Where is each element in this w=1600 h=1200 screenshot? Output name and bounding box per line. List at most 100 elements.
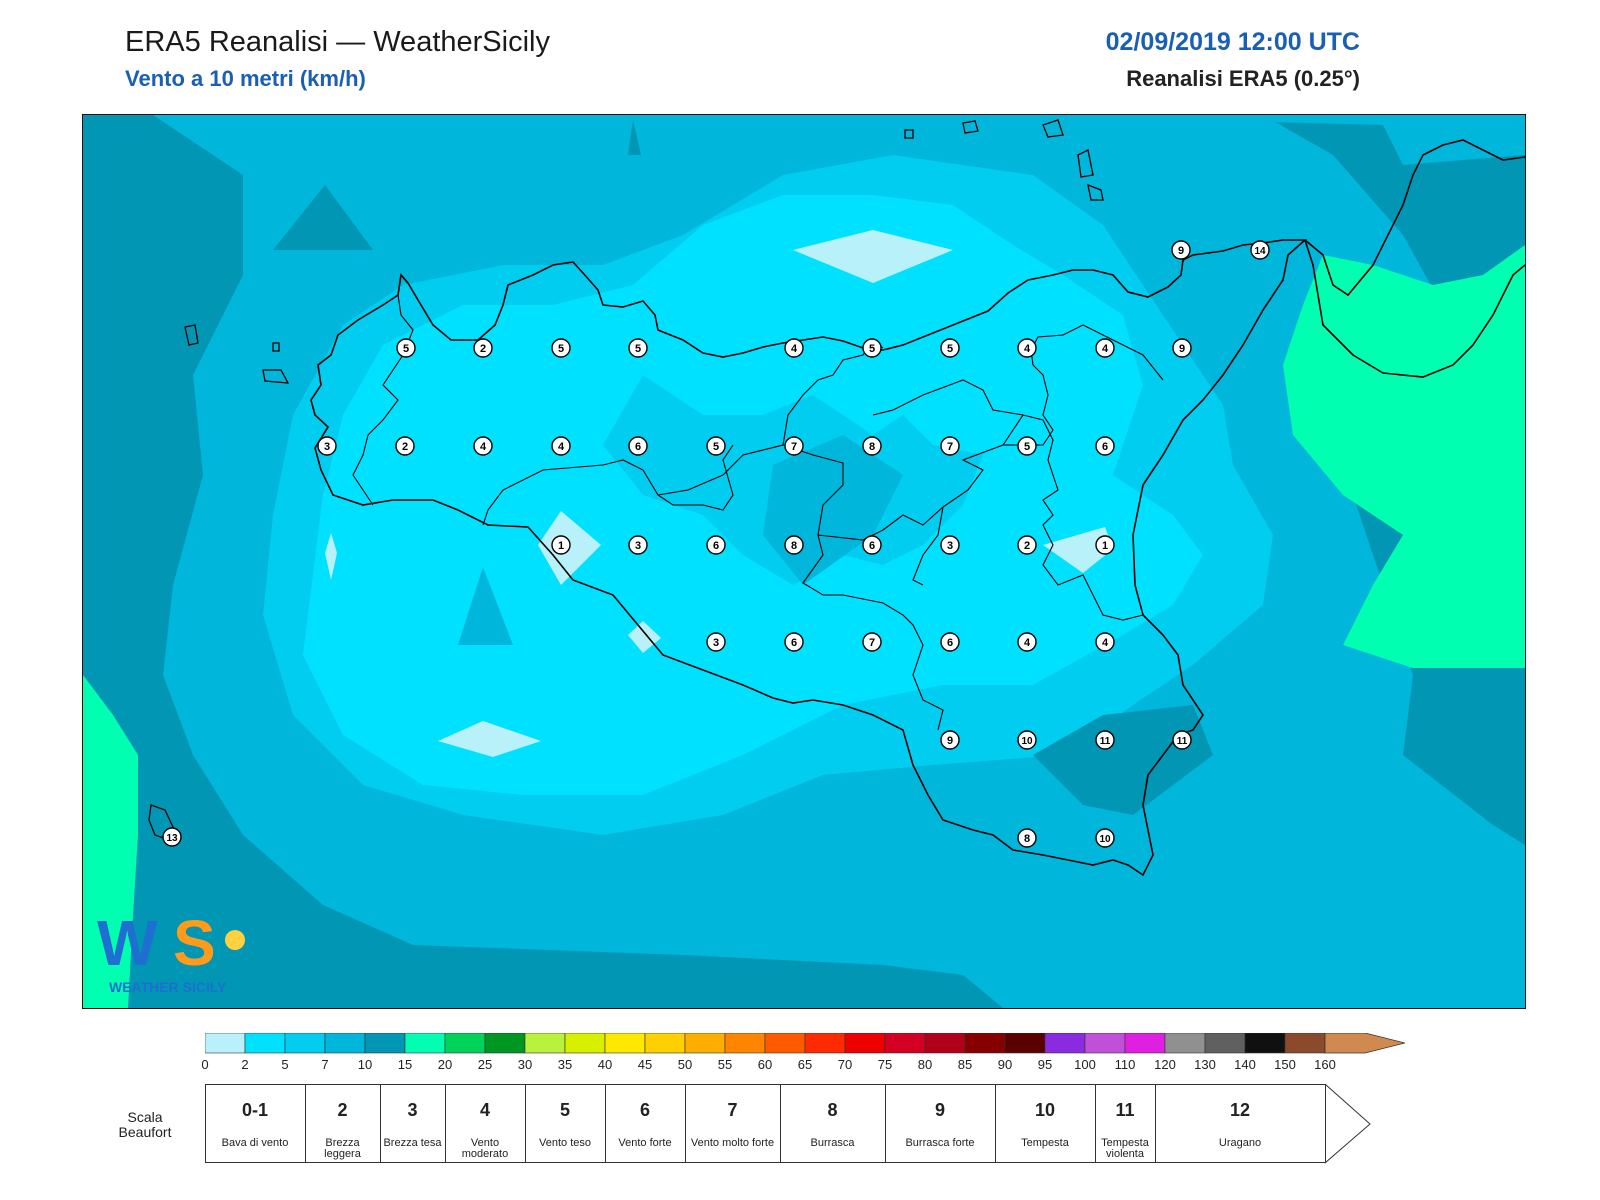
station-value: 2 [480,343,486,355]
map-datetime: 02/09/2019 12:00 UTC [1105,28,1360,56]
station-value: 8 [791,540,797,552]
colorbar-cell [1124,1033,1166,1054]
beaufort-description: Bava di vento [221,1137,289,1149]
station-circle [862,632,882,652]
station-circle [940,535,960,555]
colorbar-cell [1204,1033,1246,1054]
colorbar-cell [404,1033,446,1054]
station-marker: 6 [862,535,882,555]
station-circle [1250,240,1270,260]
station-circle [1171,240,1191,260]
station-value: 8 [869,441,875,453]
colorbar-cell [1244,1033,1286,1054]
dark-patch-north [628,120,641,155]
station-circle [628,436,648,456]
station-circle [940,338,960,358]
beaufort-box [305,1084,381,1163]
colorbar-cell [684,1033,726,1054]
station-value: 3 [635,540,641,552]
logo-s: S [173,907,216,979]
colorbar-cell [244,1033,286,1054]
station-value: 4 [558,441,565,453]
egadi-islands [262,342,290,384]
colorbar-tick-label: 85 [957,1057,973,1072]
beaufort-description: Tempesta violenta [1101,1137,1149,1160]
station-value: 4 [1102,637,1109,649]
station-value: 3 [713,637,719,649]
map-subtitle: Vento a 10 metri (km/h) [125,66,366,91]
wind-map: 13 9 14 5 2 5 5 4 5 5 4 4 9 3 2 4 4 6 5 7 8 7 5 6 1 3 6 8 6 3 2 1 3 6 7 6 4 4… [82,114,1526,1009]
station-circle [1017,436,1037,456]
station-marker: 4 [1017,338,1037,358]
colorbar-tick-label: 90 [997,1057,1013,1072]
beaufort-description: Burrasca [810,1137,855,1149]
colorbar-tick-label: 2 [241,1057,249,1072]
dark-patch-se [1033,705,1213,815]
station-value: 2 [402,441,408,453]
colorbar-tick-label: 65 [797,1057,813,1072]
beaufort-box [685,1084,781,1163]
calabria-coast [1304,139,1525,378]
wind-map-svg: 139 145 2 5 5 4 5 5 4 4 93 2 4 4 6 5 7 8 7 5 61 3 6 8 6 3 2 13 6 7 6 4 4… [83,115,1525,1008]
station-marker: 7 [862,632,882,652]
logo-svg: W S WEATHER SICILY [97,907,245,995]
station-marker: 5 [706,436,726,456]
colorbar-tick-label: 60 [757,1057,773,1072]
colorbar-tick-label: 80 [917,1057,933,1072]
station-value: 3 [947,540,953,552]
station-value: 10 [1021,736,1033,747]
logo-sun [225,930,245,950]
colorbar-tick-label: 20 [437,1057,453,1072]
beaufort-scale-label: Scala Beaufort [118,1109,172,1140]
station-circle [473,436,493,456]
station-circle [862,436,882,456]
station-marker: 4 [551,436,571,456]
colorbar-tick-label: 15 [397,1057,413,1072]
station-value: 4 [791,343,798,355]
beaufort-number: 12 [1229,1100,1251,1120]
beaufort-description: Brezza leggera [324,1137,361,1160]
beaufort-number: 9 [934,1100,946,1120]
beaufort-box [205,1084,306,1163]
strong-wind-west [83,675,138,1008]
station-value: 6 [791,637,797,649]
station-value: 4 [1024,637,1031,649]
station-marker: 5 [1017,436,1037,456]
colorbar-tick-label: 160 [1314,1057,1336,1072]
weathersicily-logo: W S WEATHER SICILY [95,900,255,1000]
station-marker: 4 [473,436,493,456]
beaufort-number: 8 [827,1100,838,1120]
beaufort-boxes [205,1084,1371,1164]
colorbar-tick-label: 45 [637,1057,653,1072]
colorbar-tick-label: 150 [1274,1057,1296,1072]
station-marker: 4 [784,338,804,358]
station-value: 13 [166,833,178,844]
station-circle [1017,730,1037,750]
station-circle [473,338,493,358]
station-circle [1172,730,1192,750]
station-value: 6 [947,637,953,649]
colorbar-cell [364,1033,406,1054]
colorbar-cell [1004,1033,1046,1054]
station-value: 6 [1102,441,1108,453]
station-marker: 6 [784,632,804,652]
station-circle [628,338,648,358]
station-value: 1 [558,540,564,552]
province-borders [352,294,1164,731]
beaufort-number: 4 [479,1100,491,1120]
colorbar-tick-label: 10 [357,1057,373,1072]
colorbar-tick-label: 55 [717,1057,733,1072]
calm-patch-small [325,533,337,580]
station-marker: 5 [628,338,648,358]
beaufort-box [525,1084,606,1163]
station-value: 6 [869,540,875,552]
beaufort-box [1155,1084,1326,1163]
colorbar-cell [524,1033,566,1054]
colorbar [205,1033,1405,1054]
colorbar-tick-label: 95 [1037,1057,1053,1072]
station-marker: 4 [1017,632,1037,652]
station-circle [1017,535,1037,555]
station-marker: 10 [1095,828,1115,848]
calm-patch-coast [628,621,661,653]
colorbar-tick-label: 120 [1154,1057,1176,1072]
